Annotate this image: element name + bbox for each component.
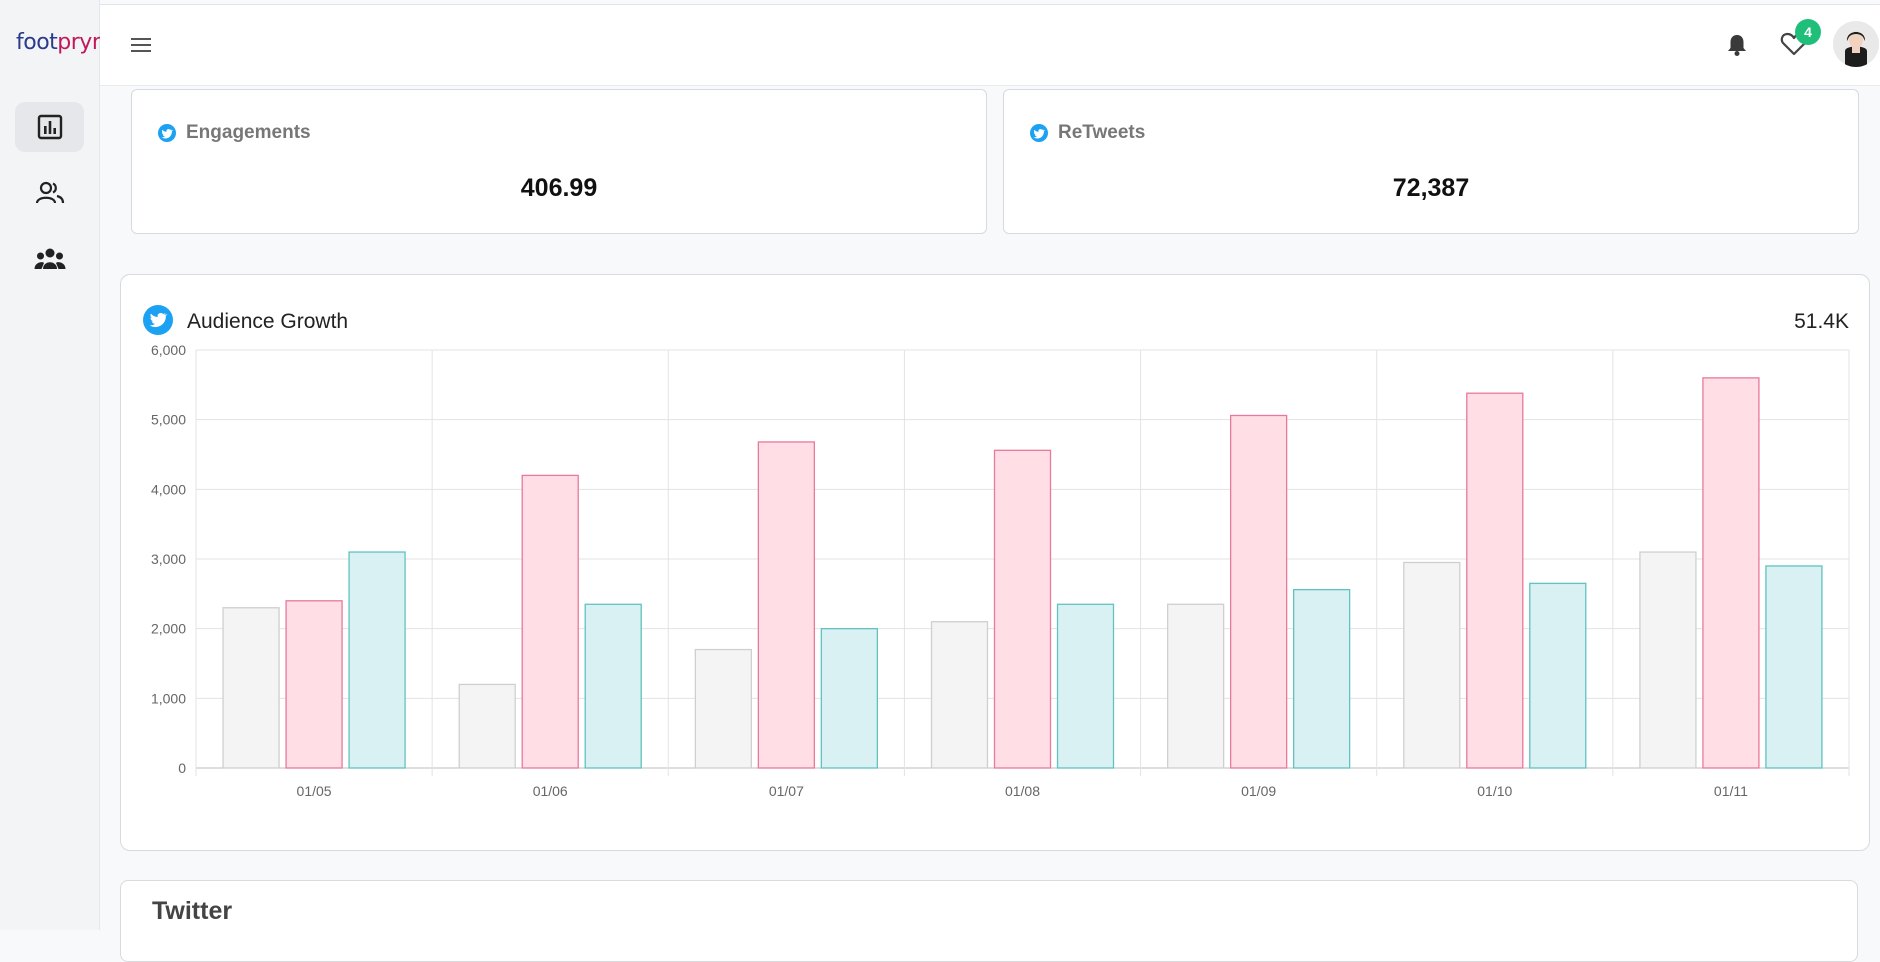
logo[interactable]: footprynt — [16, 30, 114, 55]
user-avatar-icon — [1833, 21, 1879, 67]
y-tick-label: 5,000 — [151, 412, 186, 428]
x-tick-label: 01/07 — [769, 783, 804, 799]
retweets-label: ReTweets — [1058, 122, 1146, 143]
bar-series1-01-08 — [930, 621, 989, 769]
bar-series1-01-07 — [694, 648, 753, 769]
twitter-section-card: Twitter — [120, 880, 1858, 962]
y-tick-label: 3,000 — [151, 551, 186, 567]
twitter-icon — [1030, 124, 1048, 142]
x-tick-label: 01/06 — [533, 783, 568, 799]
x-tick-label: 01/08 — [1005, 783, 1040, 799]
bar-series2-01-11 — [1702, 377, 1760, 769]
chart-title: Audience Growth — [187, 310, 349, 333]
bell-icon[interactable] — [1726, 33, 1748, 57]
x-tick-label: 01/11 — [1714, 783, 1748, 799]
twitter-icon — [143, 305, 173, 335]
bar-series3-01-11 — [1765, 565, 1823, 769]
x-tick-label: 01/09 — [1241, 783, 1276, 799]
users-icon — [35, 181, 64, 204]
bar-series2-01-08 — [993, 449, 1052, 769]
retweets-value: 72,387 — [1392, 174, 1470, 202]
bar-series2-01-05 — [285, 600, 343, 769]
y-tick-label: 4,000 — [151, 481, 186, 497]
logo-text-foot: foot — [16, 30, 58, 55]
bar-series2-01-07 — [757, 441, 816, 769]
x-tick-label: 01/05 — [297, 783, 332, 799]
bar-series1-01-10 — [1403, 561, 1461, 769]
bar-series3-01-07 — [820, 628, 879, 769]
bar-series2-01-09 — [1229, 414, 1288, 769]
y-tick-label: 2,000 — [151, 621, 186, 637]
notification-count-badge: 4 — [1795, 19, 1821, 45]
bar-chart-icon — [37, 114, 62, 140]
sidebar-item-users[interactable] — [15, 168, 84, 218]
y-tick-label: 1,000 — [151, 690, 186, 706]
bar-series1-01-05 — [222, 607, 280, 769]
bar-series3-01-08 — [1056, 603, 1115, 769]
group-icon — [34, 248, 65, 269]
bar-series3-01-09 — [1292, 589, 1351, 769]
bar-series3-01-05 — [348, 551, 406, 769]
sidebar: footprynt — [0, 0, 114, 930]
hamburger-menu-icon[interactable] — [130, 36, 152, 54]
bar-series2-01-06 — [521, 474, 579, 769]
engagements-card: Engagements 406.99 — [131, 89, 987, 234]
twitter-section-title: Twitter — [152, 897, 233, 925]
engagements-label: Engagements — [186, 122, 311, 143]
bar-series3-01-10 — [1529, 582, 1587, 769]
bar-series1-01-09 — [1166, 603, 1225, 769]
top-bar: 4 — [100, 4, 1880, 86]
bar-series2-01-10 — [1466, 392, 1524, 769]
y-tick-label: 6,000 — [151, 342, 186, 358]
twitter-icon — [158, 124, 176, 142]
engagements-value: 406.99 — [520, 174, 598, 202]
sidebar-item-analytics[interactable] — [15, 102, 84, 152]
audience-growth-chart: 0 1,000 2,000 3,000 4,000 5,000 6,000 01/05 01/0… — [151, 342, 1850, 799]
retweets-card: ReTweets 72,387 — [1003, 89, 1859, 234]
chart-total: 51.4K — [1794, 310, 1849, 333]
sidebar-item-groups[interactable] — [15, 234, 84, 284]
bar-series3-01-06 — [584, 603, 642, 769]
x-tick-label: 01/10 — [1477, 783, 1512, 799]
bar-series1-01-06 — [458, 683, 516, 769]
bar-series1-01-11 — [1639, 551, 1697, 769]
y-tick-label: 0 — [178, 760, 186, 776]
audience-growth-card: Audience Growth 51.4K 0 1,000 2,000 3,000 4,… — [120, 274, 1870, 851]
avatar[interactable] — [1833, 21, 1879, 67]
